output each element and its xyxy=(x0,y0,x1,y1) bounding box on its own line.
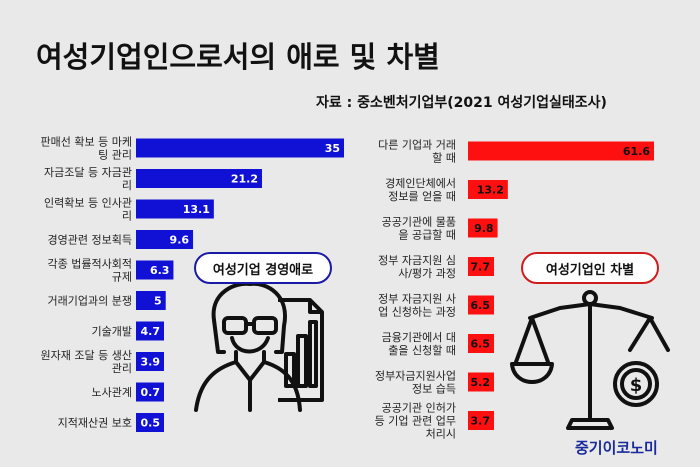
balance-scale-icon xyxy=(510,290,670,430)
right-chart-value-label: 9.8 xyxy=(474,222,494,235)
right-chart-bar xyxy=(468,218,498,238)
right-chart-category-label: 을 공급할 때 xyxy=(398,229,456,242)
right-chart-category-label: 등 기업 관련 업무 xyxy=(375,415,456,428)
left-chart-bar xyxy=(136,169,262,188)
left-chart-value-label: 0.5 xyxy=(141,417,161,430)
left-chart-category-label: 지적재산권 보호 xyxy=(58,417,132,430)
right-chart-category-label: 업 신청하는 과정 xyxy=(378,305,456,319)
right-chart-bar xyxy=(468,334,494,353)
right-chart-value-label: 61.6 xyxy=(623,145,650,158)
right-chart-category-label: 정보를 얻을 때 xyxy=(388,190,456,203)
left-chart-bar xyxy=(136,260,174,280)
chart-title: 여성기업인으로서의 애로 및 차별 xyxy=(36,40,440,74)
right-chart-bar xyxy=(468,141,654,161)
businesswoman-icon xyxy=(194,281,302,412)
left-chart-bar xyxy=(136,230,194,249)
left-chart-category-label: 리 xyxy=(122,210,132,223)
left-chart-bar xyxy=(136,352,164,371)
left-chart-value-label: 3.9 xyxy=(141,356,161,369)
right-chart-value-label: 6.5 xyxy=(471,299,491,312)
right-chart-category-label: 다른 기업과 거래 xyxy=(378,139,456,152)
left-chart-category-label: 팅 관리 xyxy=(98,149,132,162)
left-chart-category-label: 경영관련 정보획득 xyxy=(48,234,132,247)
left-chart-value-label: 35 xyxy=(325,142,340,155)
left-chart-value-label: 5 xyxy=(154,295,162,308)
right-chart-category-label: 공공기관에 물품 xyxy=(382,216,456,229)
left-chart-bar xyxy=(136,382,164,402)
left-chart-bar xyxy=(136,321,164,341)
right-chart-value-label: 7.7 xyxy=(471,261,491,274)
left-chart-value-label: 21.2 xyxy=(231,173,258,186)
left-chart-category-label: 기술개발 xyxy=(92,325,132,338)
left-chart-bar xyxy=(136,413,164,432)
right-chart-value-label: 3.7 xyxy=(471,415,491,428)
right-chart-category-label: 사/평가 과정 xyxy=(398,267,456,280)
right-chart-bar xyxy=(468,295,494,315)
document-chart-icon xyxy=(278,298,324,402)
right-chart-bar xyxy=(468,372,494,392)
right-chart-category-label: 정부자금지원사업 xyxy=(375,370,456,383)
right-chart-category-label: 출을 신청할 때 xyxy=(388,344,456,357)
left-chart-category-label: 각종 법률적사회적 xyxy=(48,258,132,271)
right-chart-bar xyxy=(468,411,494,430)
left-chart-category-label: 노사관계 xyxy=(92,386,132,399)
right-chart-bar xyxy=(468,257,494,276)
right-chart-category-label: 처리시 xyxy=(426,428,456,441)
left-chart-category-label: 자금조달 등 자금관 xyxy=(44,166,132,179)
right-chart-category-label: 금융기관에서 대 xyxy=(382,331,456,344)
right-chart-category-label: 경제인단체에서 xyxy=(385,177,456,190)
left-chart-bar xyxy=(136,138,344,158)
left-chart-bar xyxy=(136,199,214,219)
dollar-coin-icon: $ xyxy=(613,361,659,407)
right-chart-category-label: 정부 자금지원 심 xyxy=(378,254,456,267)
left-chart-category-label: 원자재 조달 등 생산 xyxy=(41,349,132,362)
left-chart-value-label: 6.3 xyxy=(150,264,170,277)
left-chart-badge: 여성기업 경영애로 xyxy=(194,252,332,284)
brand-logo: 중기이코노미 xyxy=(575,439,658,457)
left-chart-value-label: 9.6 xyxy=(170,234,190,247)
left-chart-category-label: 판매선 확보 등 마케 xyxy=(41,136,132,149)
right-chart-value-label: 5.2 xyxy=(471,376,491,389)
right-chart-bar xyxy=(468,180,508,199)
left-chart-category-label: 거래기업과의 분쟁 xyxy=(48,295,132,308)
right-chart-category-label: 할 때 xyxy=(432,152,456,165)
source-note: 자료 : 중소벤처기업부(2021 여성기업실태조사) xyxy=(316,95,607,111)
right-chart-badge: 여성기업인 차별 xyxy=(521,252,659,284)
right-chart-category-label: 정부 자금지원 사 xyxy=(378,293,456,306)
left-chart-bar xyxy=(136,291,166,310)
right-chart-category-label: 정보 습득 xyxy=(412,383,456,396)
left-chart-category-label: 인력확보 등 인사관 xyxy=(44,197,132,210)
right-chart-value-label: 13.2 xyxy=(477,184,504,197)
left-chart-value-label: 0.7 xyxy=(141,386,161,399)
left-chart-value-label: 4.7 xyxy=(141,325,161,338)
right-chart-value-label: 6.5 xyxy=(471,338,491,351)
left-chart-category-label: 규제 xyxy=(112,271,132,284)
right-chart-category-label: 공공기관 인허가 xyxy=(382,402,456,415)
left-chart-category-label: 관리 xyxy=(112,362,132,375)
left-chart-value-label: 13.1 xyxy=(183,203,210,216)
left-chart-category-label: 리 xyxy=(122,179,132,192)
svg-text:$: $ xyxy=(630,375,643,396)
